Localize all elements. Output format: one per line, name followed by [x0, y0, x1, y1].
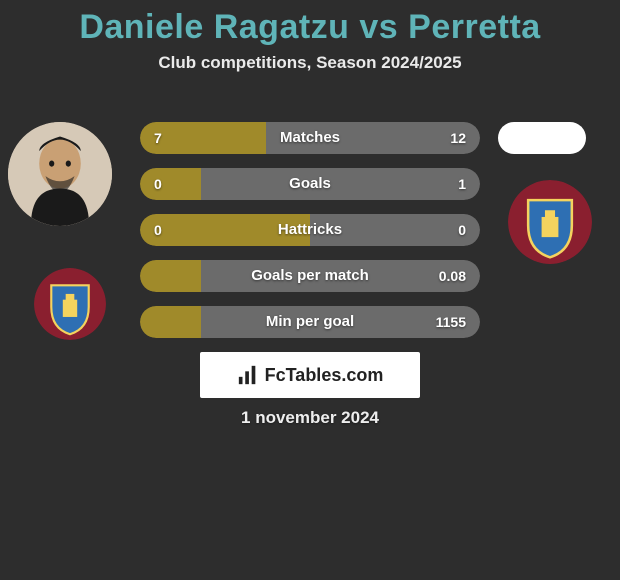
snapshot-date: 1 november 2024: [0, 408, 620, 428]
stat-row: Min per goal1155: [140, 306, 480, 338]
logo-text: FcTables.com: [265, 365, 384, 386]
player1-club-crest: [34, 268, 106, 340]
stat-row: Hattricks0 0: [140, 214, 480, 246]
shield-icon: [508, 180, 592, 264]
player2-club-crest: [508, 180, 592, 264]
stat-row: Goals per match0.08: [140, 260, 480, 292]
stat-label: Hattricks: [140, 214, 480, 246]
stat-value-right: 1155: [436, 306, 466, 338]
page-subtitle: Club competitions, Season 2024/2025: [0, 53, 620, 73]
stat-row: Goals0 1: [140, 168, 480, 200]
player1-avatar: [8, 122, 112, 226]
stat-value-left: 0: [154, 214, 162, 246]
person-icon: [8, 122, 112, 226]
comparison-stats: Matches712Goals01Hattricks00Goals per ma…: [140, 122, 480, 352]
bar-chart-icon: [237, 364, 259, 386]
stat-label: Min per goal: [140, 306, 480, 338]
stat-label: Goals per match: [140, 260, 480, 292]
shield-icon: [34, 268, 106, 340]
stat-label: Matches: [140, 122, 480, 154]
stat-value-right: 1: [458, 168, 466, 200]
stat-value-right: 0.08: [439, 260, 466, 292]
stat-value-left: 7: [154, 122, 162, 154]
player2-avatar-placeholder: [498, 122, 586, 154]
stat-value-right: 12: [450, 122, 466, 154]
stat-value-left: 0: [154, 168, 162, 200]
stat-label: Goals: [140, 168, 480, 200]
stat-row: Matches7 12: [140, 122, 480, 154]
stat-value-right: 0: [458, 214, 466, 246]
fctables-logo: FcTables.com: [200, 352, 420, 398]
page-title: Daniele Ragatzu vs Perretta: [0, 0, 620, 47]
